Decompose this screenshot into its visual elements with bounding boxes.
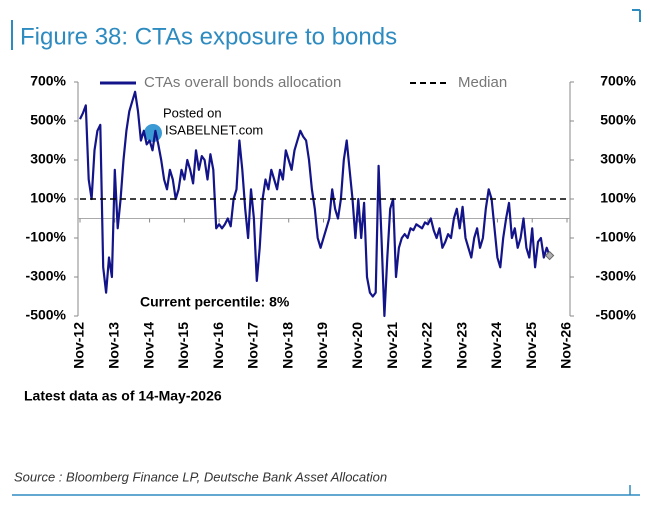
legend-label: Median [458, 74, 507, 91]
y-tick-label: 500% [30, 112, 66, 128]
x-tick-label: Nov-24 [488, 322, 504, 369]
x-tick-label: Nov-15 [175, 322, 191, 369]
y2-tick-label: -100% [596, 229, 637, 245]
y-tick-label: 700% [30, 73, 66, 89]
source: Source : Bloomberg Finance LP, Deutsche … [14, 469, 387, 484]
x-tick-label: Nov-16 [210, 322, 226, 369]
last-point [544, 250, 555, 261]
x-tick-label: Nov-18 [279, 322, 295, 369]
chart-title: Figure 38: CTAs exposure to bonds [20, 23, 397, 50]
series-line [79, 90, 551, 318]
y-tick-label: -100% [26, 229, 67, 245]
x-tick-label: Nov-26 [558, 322, 574, 369]
x-tick-label: Nov-17 [245, 322, 261, 369]
legend-label: CTAs overall bonds allocation [144, 74, 341, 91]
watermark: ISABELNET.com [165, 122, 263, 137]
x-tick-label: Nov-25 [523, 322, 539, 369]
x-tick-label: Nov-12 [71, 322, 87, 369]
x-tick-label: Nov-19 [314, 322, 330, 369]
y2-tick-label: 500% [600, 112, 636, 128]
y2-tick-label: -500% [596, 307, 637, 323]
y-tick-label: 300% [30, 151, 66, 167]
y-tick-label: -500% [26, 307, 67, 323]
y2-tick-label: 300% [600, 151, 636, 167]
annotation: Latest data as of 14-May-2026 [24, 388, 222, 404]
x-tick-label: Nov-22 [419, 322, 435, 369]
x-tick-label: Nov-20 [349, 322, 365, 369]
y-tick-label: 100% [30, 190, 66, 206]
annotation: Current percentile: 8% [140, 294, 290, 310]
x-tick-label: Nov-21 [384, 322, 400, 369]
y2-tick-label: -300% [596, 268, 637, 284]
x-tick-label: Nov-14 [140, 322, 156, 369]
y2-tick-label: 100% [600, 190, 636, 206]
x-tick-label: Nov-13 [105, 322, 121, 369]
watermark: Posted on [163, 105, 222, 120]
y2-tick-label: 700% [600, 73, 636, 89]
y-tick-label: -300% [26, 268, 67, 284]
x-tick-label: Nov-23 [453, 322, 469, 369]
